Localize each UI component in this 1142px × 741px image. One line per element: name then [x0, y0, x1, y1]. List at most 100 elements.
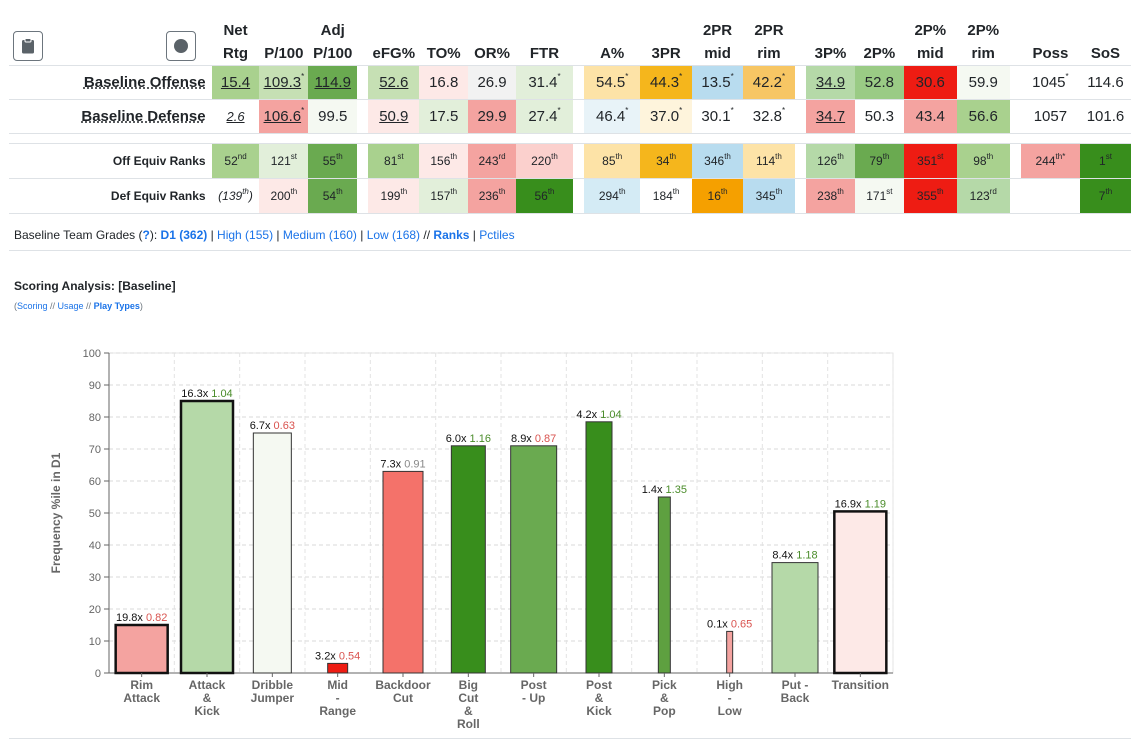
grades-low-link[interactable]: Low (168) [366, 228, 421, 242]
stat-cell: 244th* [1020, 143, 1080, 179]
stat-value[interactable]: 34.9 [815, 74, 846, 91]
play-types-link[interactable]: Play Types [93, 301, 140, 311]
header-line2: Poss [1032, 45, 1069, 62]
stat-cell: 79th [854, 143, 904, 179]
stat-suffix: th [720, 187, 728, 196]
gap-cell [357, 133, 369, 144]
stat-cell: 114th [742, 143, 795, 179]
stat-value: 238 [817, 189, 838, 203]
y-tick-label: 100 [83, 348, 101, 360]
stat-suffix: th [618, 187, 626, 196]
stat-value: 220 [531, 154, 552, 168]
stat-value[interactable]: 106.6 [263, 108, 302, 125]
stat-value: 52 [224, 154, 238, 168]
header-line1 [1080, 19, 1131, 42]
stat-value: 355 [916, 189, 937, 203]
gap-cell [584, 133, 641, 144]
copy-to-clipboard-button[interactable] [13, 31, 43, 61]
bar-transition [833, 510, 888, 675]
stat-suffix: st [937, 152, 944, 161]
spacer-cell [794, 143, 807, 179]
stat-cell: 15.4 [211, 65, 260, 100]
stat-value[interactable]: 2.6 [226, 109, 245, 124]
grades-high-link[interactable]: High (155) [217, 228, 274, 242]
bar-efficiency-label: 0.63 [274, 420, 295, 432]
usage-link[interactable]: Usage [57, 301, 84, 311]
stat-value: 99.5 [318, 108, 348, 125]
stat-value: 98 [973, 154, 987, 168]
stat-value: 30.1 [701, 108, 731, 125]
row-label: Baseline Defense [9, 99, 212, 134]
stat-suffix: * [679, 106, 683, 115]
gap-cell [806, 133, 855, 144]
record-button[interactable] [166, 31, 196, 61]
stat-suffix: * [625, 106, 629, 115]
stat-cell: 114.6 [1079, 65, 1131, 100]
stat-suffix: th [672, 187, 680, 196]
x-tick-label: Kick [586, 704, 612, 718]
stat-suffix: th [1105, 187, 1113, 196]
bar-data-label: 8.4x 1.18 [772, 550, 817, 562]
grades-d1-link[interactable]: D1 (362) [160, 228, 208, 242]
stat-suffix: th [547, 187, 555, 196]
stat-value[interactable]: 34.7 [815, 108, 846, 125]
stat-value: 199 [380, 189, 401, 203]
stat-cell: 109.3* [259, 65, 309, 100]
stat-cell: 56.6 [956, 99, 1010, 134]
stat-cell: 34.9 [806, 65, 855, 100]
stat-value: 7 [1098, 189, 1106, 203]
header-line1 [855, 19, 904, 42]
stat-cell: 52.8 [854, 65, 904, 100]
stat-value[interactable]: 15.4 [220, 74, 251, 91]
stat-value: 30.6 [915, 74, 945, 91]
grades-medium-link[interactable]: Medium (160) [282, 228, 357, 242]
stat-value[interactable]: 114.9 [314, 74, 351, 91]
grades-help-link[interactable]: ? [142, 228, 150, 242]
stat-value[interactable]: 52.6 [379, 74, 409, 91]
stat-value[interactable]: 50.9 [379, 108, 409, 125]
stat-value: 1057 [1033, 108, 1068, 125]
gap-cell [794, 133, 807, 144]
stat-cell: 243rd [468, 143, 516, 179]
bar-frequency-label: 8.4x [772, 550, 796, 562]
bar-frequency-label: 4.2x [576, 409, 600, 421]
stat-value: 244 [1035, 154, 1056, 168]
row-label-text: Def Equiv Ranks [110, 189, 206, 203]
header-line1: Net [223, 22, 248, 39]
y-tick-label: 40 [89, 540, 101, 552]
bar-efficiency-label: 0.87 [535, 433, 556, 445]
row-label-text: Off Equiv Ranks [112, 154, 206, 168]
scoring-link[interactable]: Scoring [17, 301, 48, 311]
header-sos: SoS [1080, 10, 1131, 66]
stat-value: 114 [756, 154, 776, 168]
bar-frequency-label: 0.1x [707, 618, 731, 630]
gap-cell [259, 133, 309, 144]
gap-cell [308, 133, 358, 144]
header-line2: A% [600, 45, 625, 62]
stat-cell: 26.9 [468, 65, 516, 100]
spacer-cell [357, 143, 369, 179]
bar-big-cut-roll [450, 445, 486, 674]
stat-value: 85 [602, 154, 616, 168]
header-rtg: Net Rtg [212, 10, 260, 66]
header-line1 [584, 19, 640, 42]
bar-frequency-label: 6.0x [446, 433, 470, 445]
header-line1 [468, 19, 516, 42]
spacer-cell [357, 65, 369, 100]
table-row-def-ranks: Def Equiv Ranks (139th) 200th 54th 199th 157t… [9, 178, 1131, 214]
bar-data-label: 0.1x 0.65 [707, 618, 752, 630]
x-tick-label: Low [718, 704, 743, 718]
x-tick-label: Back [781, 691, 810, 705]
x-tick-label: Post [521, 678, 547, 692]
header-line1: 2PR [754, 22, 784, 39]
bar-data-label: 8.9x 0.87 [511, 433, 556, 445]
grades-pctiles-link[interactable]: Pctiles [479, 228, 515, 242]
stat-suffix: th [450, 152, 458, 161]
stat-value[interactable]: 109.3 [263, 74, 302, 91]
stat-suffix: nd [237, 152, 247, 161]
grades-ranks-link[interactable]: Ranks [433, 228, 470, 242]
header-rim: 2P% rim [957, 10, 1010, 66]
scoring-analysis-title: Scoring Analysis: [Baseline] [14, 279, 176, 293]
bar-data-label: 16.3x 1.04 [181, 388, 232, 400]
gap-cell [468, 133, 516, 144]
